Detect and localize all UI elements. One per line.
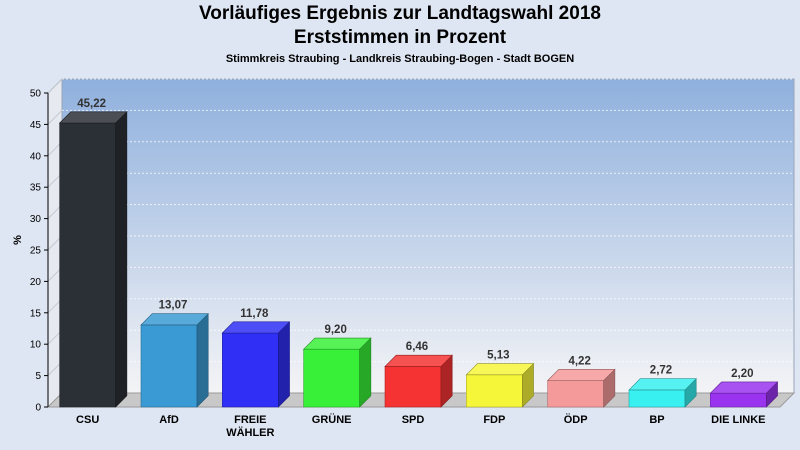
bar-side [196, 312, 209, 408]
bar-top [546, 368, 616, 381]
bar-top [58, 111, 128, 124]
x-tick-label-4: SPD [402, 414, 425, 426]
bar-6 [546, 368, 616, 408]
data-label-0: 45,22 [77, 98, 106, 110]
bar-top [140, 313, 209, 326]
y-tick-label: 10 [30, 340, 42, 351]
bar-top [709, 381, 779, 394]
y-tick-label: 30 [30, 214, 42, 225]
chart-title-line2: Erststimmen in Prozent [293, 27, 507, 48]
bar-front [222, 332, 279, 408]
gridline-side [47, 78, 63, 94]
x-tick-label-2-line2: WÄHLER [226, 426, 274, 439]
x-tick-label-2: FREIE [234, 414, 266, 426]
data-label-4: 6,46 [406, 341, 428, 353]
x-tick-label-6: ÖDP [564, 413, 588, 426]
bar-1 [140, 312, 209, 408]
bar-front [303, 348, 360, 408]
bar-7 [628, 377, 697, 408]
y-tick-label: 35 [30, 183, 42, 194]
bar-top [465, 363, 535, 376]
data-label-2: 11,78 [240, 308, 269, 320]
y-tick-label: 25 [30, 246, 42, 257]
chart-title: Vorläufiges Ergebnis zur Landtagswahl 20… [199, 3, 601, 24]
y-tick-label: 5 [35, 371, 41, 382]
bar-top [221, 321, 291, 334]
bars-group [58, 111, 779, 408]
y-tick-label: 20 [30, 277, 42, 288]
chart-subtitle: Stimmkreis Straubing - Landkreis Straubi… [225, 53, 575, 65]
bar-8 [709, 381, 779, 408]
data-label-7: 2,72 [650, 365, 672, 377]
data-label-3: 9,20 [324, 324, 346, 336]
bar-3 [302, 337, 372, 408]
bar-top [384, 354, 453, 367]
x-tick-label-1: AfD [159, 414, 179, 426]
bar-front [59, 122, 116, 408]
bar-5 [465, 362, 535, 408]
bar-top [302, 337, 372, 350]
y-tick-label: 45 [30, 120, 42, 131]
bar-front [466, 374, 523, 408]
x-tick-label-0: CSU [76, 414, 99, 426]
bar-side [359, 337, 372, 408]
y-tick-label: 0 [35, 403, 41, 414]
data-label-6: 4,22 [568, 355, 590, 367]
bar-side [115, 111, 128, 408]
data-label-5: 5,13 [487, 350, 509, 362]
data-label-1: 13,07 [159, 300, 188, 312]
bar-front [384, 366, 442, 408]
x-tick-label-3: GRÜNE [312, 413, 352, 426]
gridline-side [47, 110, 63, 125]
bar-top [628, 378, 697, 391]
bar-2 [221, 321, 291, 408]
y-tick-label: 40 [30, 151, 42, 162]
y-tick-label: 50 [30, 89, 42, 100]
bar-front [547, 380, 604, 408]
bar-front [628, 389, 686, 408]
bar-0 [58, 111, 128, 408]
bar-front [710, 392, 767, 408]
bar-4 [384, 354, 453, 408]
bar-side [278, 321, 290, 408]
y-tick-label: 15 [30, 308, 42, 319]
bar-front [140, 324, 198, 408]
x-tick-label-8: DIE LINKE [711, 414, 765, 426]
y-axis-label: % [12, 235, 24, 245]
x-tick-label-5: FDP [483, 414, 505, 426]
x-tick-label-7: BP [649, 414, 664, 426]
data-label-8: 2,20 [731, 368, 753, 380]
